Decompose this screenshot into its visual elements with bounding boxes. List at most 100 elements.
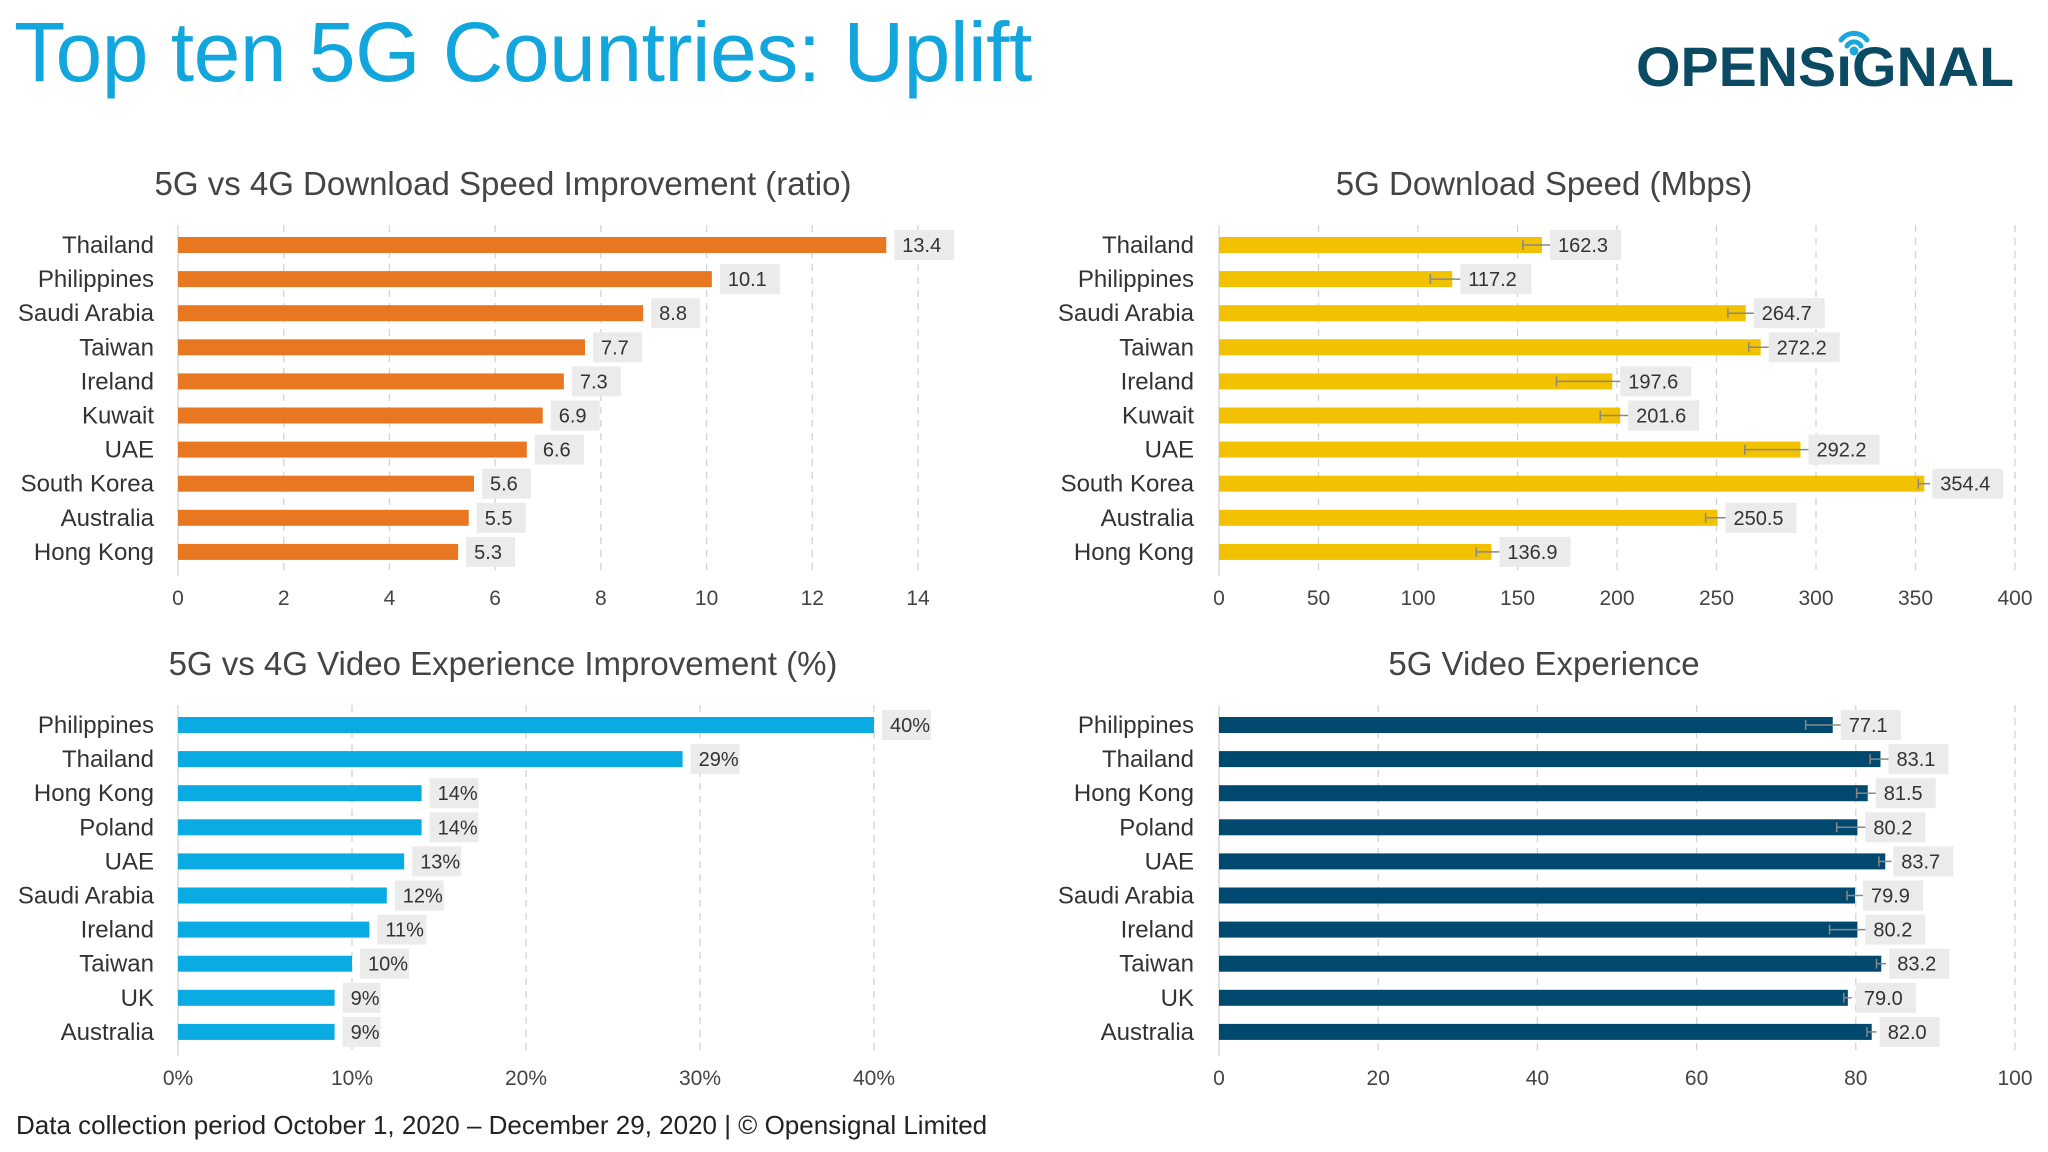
- x-tick-label: 60: [1685, 1067, 1708, 1090]
- x-tick-label: 0%: [163, 1067, 193, 1090]
- data-label-box: [1863, 880, 1924, 911]
- category-label: Saudi Arabia: [1058, 883, 1195, 910]
- category-label: Saudi Arabia: [18, 300, 155, 327]
- data-label: 250.5: [1733, 508, 1783, 530]
- category-label: Ireland: [1121, 917, 1194, 944]
- data-label-box: [1865, 812, 1926, 843]
- x-tick-label: 100: [1997, 1067, 2032, 1090]
- svg-text:OPENSıGNAL: OPENSıGNAL: [1636, 35, 2014, 92]
- data-label: 5.3: [474, 542, 502, 564]
- data-label-box: [894, 230, 955, 260]
- x-tick-label: 50: [1307, 587, 1330, 610]
- data-label: 80.2: [1873, 920, 1912, 942]
- category-label: Poland: [79, 814, 154, 841]
- bar: [1219, 305, 1746, 322]
- data-label-box: [1549, 230, 1621, 260]
- data-label: 13%: [420, 851, 460, 873]
- category-label: Philippines: [38, 266, 154, 293]
- data-label: 14%: [438, 817, 478, 839]
- x-tick-label: 20%: [505, 1067, 547, 1090]
- category-label: Australia: [1101, 1019, 1195, 1046]
- bar: [1219, 819, 1858, 836]
- opensignal-logo: OPENSıGNAL: [1636, 30, 2014, 92]
- category-label: UAE: [1145, 848, 1194, 875]
- category-label: Philippines: [1078, 712, 1194, 739]
- category-label: Thailand: [1102, 746, 1194, 773]
- category-label: UAE: [105, 437, 154, 464]
- data-label: 83.7: [1901, 851, 1940, 873]
- data-label: 77.1: [1849, 715, 1888, 737]
- data-label: 79.9: [1871, 886, 1910, 908]
- data-label: 10.1: [728, 269, 767, 291]
- category-label: Australia: [61, 1019, 155, 1046]
- x-tick-label: 6: [489, 587, 501, 610]
- data-label: 29%: [699, 749, 739, 771]
- bar: [1219, 407, 1621, 424]
- x-tick-label: 100: [1400, 587, 1435, 610]
- category-label: Taiwan: [79, 334, 154, 361]
- data-label-box: [1768, 332, 1840, 363]
- data-label-box: [1628, 400, 1700, 431]
- x-tick-label: 200: [1599, 587, 1634, 610]
- bar: [1219, 373, 1613, 390]
- bar: [178, 955, 352, 972]
- data-label-box: [1879, 1016, 1940, 1047]
- data-label-box: [482, 468, 531, 499]
- data-label: 136.9: [1507, 542, 1557, 564]
- data-label-box: [719, 264, 780, 295]
- category-label: Hong Kong: [34, 780, 154, 807]
- chart-title: 5G Video Experience: [1388, 645, 1699, 682]
- data-label-box: [593, 332, 642, 363]
- category-label: UAE: [105, 848, 154, 875]
- category-label: Kuwait: [82, 403, 154, 430]
- data-label: 9%: [351, 988, 380, 1010]
- x-tick-label: 350: [1898, 587, 1933, 610]
- x-tick-label: 300: [1798, 587, 1833, 610]
- signal-icon: [1838, 30, 1870, 49]
- bar: [178, 407, 543, 424]
- data-label: 79.0: [1864, 988, 1903, 1010]
- data-label-box: [550, 400, 600, 431]
- bar: [178, 237, 887, 253]
- x-tick-label: 40%: [853, 1067, 895, 1090]
- data-label: 117.2: [1468, 269, 1517, 291]
- data-label: 7.7: [601, 337, 629, 359]
- bar: [1219, 717, 1833, 733]
- data-label-box: [342, 982, 381, 1013]
- bar: [178, 819, 422, 836]
- bar: [1219, 509, 1718, 526]
- data-label: 6.9: [559, 406, 587, 428]
- bar: [1219, 989, 1848, 1006]
- data-label-box: [1840, 710, 1901, 740]
- bar: [178, 751, 683, 768]
- data-label: 354.4: [1940, 474, 1990, 496]
- bar: [178, 373, 564, 390]
- bar: [1219, 887, 1856, 904]
- data-label: 9%: [351, 1022, 380, 1044]
- x-tick-label: 0: [172, 587, 184, 610]
- x-tick-label: 20: [1367, 1067, 1390, 1090]
- category-label: Saudi Arabia: [18, 883, 155, 910]
- bar: [1219, 1023, 1872, 1040]
- data-label: 272.2: [1777, 337, 1827, 359]
- bar: [178, 853, 405, 870]
- x-tick-label: 14: [906, 587, 930, 610]
- category-label: Ireland: [1121, 368, 1194, 395]
- bar: [1219, 271, 1453, 288]
- data-label-box: [394, 880, 444, 911]
- bar: [178, 989, 335, 1006]
- data-label: 201.6: [1636, 406, 1686, 428]
- data-label-box: [429, 778, 479, 809]
- data-label-box: [690, 744, 740, 775]
- bar: [178, 271, 712, 288]
- bar: [1219, 543, 1492, 560]
- x-tick-label: 10: [695, 587, 718, 610]
- category-label: Hong Kong: [1074, 780, 1194, 807]
- bar: [1219, 441, 1801, 458]
- x-tick-label: 8: [595, 587, 607, 610]
- data-label: 82.0: [1888, 1022, 1927, 1044]
- data-label: 5.6: [490, 474, 518, 496]
- data-label: 264.7: [1762, 303, 1812, 325]
- x-tick-label: 0: [1213, 1067, 1225, 1090]
